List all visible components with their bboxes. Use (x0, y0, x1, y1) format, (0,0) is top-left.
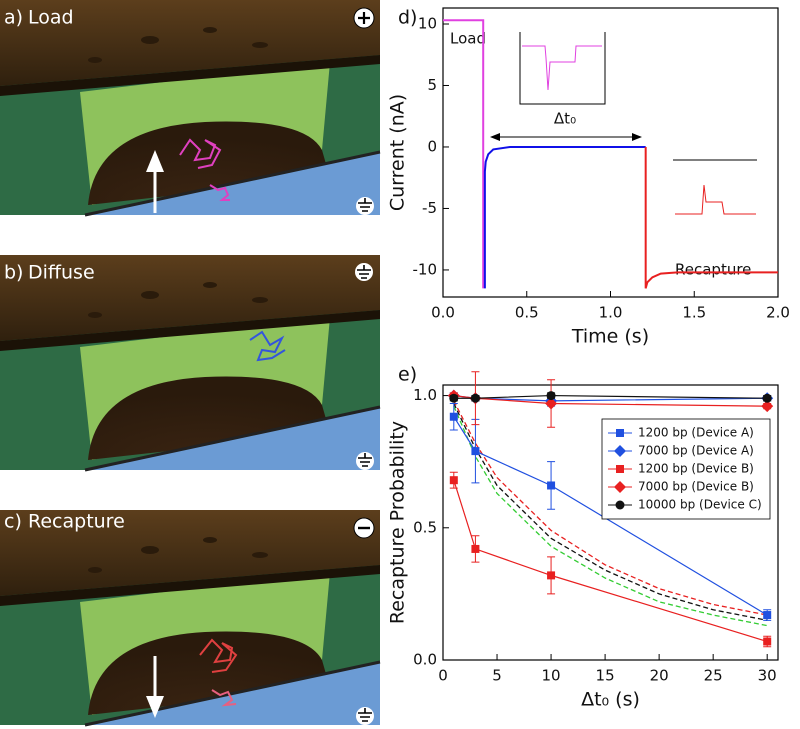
x-tick-label: 1.5 (682, 304, 706, 322)
x-tick-label: 20 (650, 667, 669, 685)
marker (545, 397, 558, 410)
marker (471, 544, 480, 553)
y-tick-label: 0.0 (413, 651, 437, 669)
x-tick-label: 1.0 (599, 304, 623, 322)
legend-label: 10000 bp (Device C) (638, 498, 762, 512)
x-tick-label: 0.0 (431, 304, 455, 322)
annotation: Load (450, 30, 486, 48)
marker (547, 481, 556, 490)
panel-letter: e) (398, 364, 417, 386)
legend-marker (614, 481, 626, 493)
chart-d-annotations: d) Load Recapture Δt₀ (398, 7, 757, 279)
marker (761, 400, 774, 413)
x-tick-label: 0.5 (515, 304, 539, 322)
x-tick-label: 2.0 (766, 304, 790, 322)
y-tick-label: 10 (418, 14, 437, 32)
panel-b: b) Diffuse (0, 253, 382, 472)
y-axis-title: Current (nA) (387, 94, 409, 211)
marker (471, 447, 480, 456)
marker (762, 393, 772, 403)
y-tick-label: 0 (427, 137, 437, 155)
x-tick-label: 15 (596, 667, 615, 685)
series-line (443, 19, 485, 289)
legend-marker (616, 465, 624, 473)
legend-label: 1200 bp (Device B) (638, 462, 754, 476)
legend-marker (616, 429, 624, 437)
plot-frame (442, 384, 779, 661)
y-tick-label: 0.5 (413, 518, 437, 536)
y-tick-label: 5 (427, 76, 437, 94)
marker (449, 393, 459, 403)
y-tick-label: -10 (413, 260, 438, 278)
panel-c: c) Recapture (0, 508, 382, 727)
marker (470, 393, 480, 403)
x-tick-label: 25 (704, 667, 723, 685)
x-tick-label: 30 (758, 667, 777, 685)
x-tick-label: 0 (438, 667, 448, 685)
y-tick-label: 1.0 (413, 386, 437, 404)
marker (547, 571, 556, 580)
series-line (453, 394, 768, 407)
legend-label: 7000 bp (Device B) (638, 480, 754, 494)
legend-label: 7000 bp (Device A) (638, 444, 754, 458)
panel-letter: d) (398, 7, 417, 29)
fit-curve (453, 405, 768, 627)
series-line (453, 480, 768, 643)
series-line (644, 146, 778, 289)
panel-title: Diffuse (28, 262, 95, 284)
panel-letter: b) (4, 262, 23, 284)
legend-marker (614, 445, 626, 457)
panel-letter: c) (4, 511, 22, 533)
fit-curve (453, 400, 768, 616)
series-line (453, 394, 768, 399)
x-tick-label: 5 (492, 667, 502, 685)
panel-a: a) Load (0, 0, 382, 217)
panel-title: Recapture (28, 511, 125, 533)
panel-letter: a) (4, 7, 23, 29)
legend-marker (615, 500, 625, 510)
plot-frame (442, 7, 779, 298)
marker (546, 391, 556, 401)
marker (449, 476, 458, 485)
x-axis-title: Time (s) (571, 326, 649, 348)
y-axis-title: Recapture Probability (387, 421, 409, 624)
charts: 0.0 0.5 1.0 1.5 2.0 -10 -5 0 5 10 Time (s) Current … (387, 7, 790, 711)
panel-title: Load (28, 7, 74, 29)
x-axis-title: Δt₀ (s) (581, 689, 640, 711)
x-tick-label: 10 (542, 667, 561, 685)
marker (763, 611, 772, 620)
legend-label: 1200 bp (Device A) (638, 426, 754, 440)
annotation: Recapture (675, 261, 751, 279)
marker (449, 412, 458, 421)
annotation: Δt₀ (554, 110, 576, 128)
series-line (453, 416, 768, 616)
series-line (483, 145, 646, 289)
marker (763, 637, 772, 646)
y-tick-label: -5 (422, 199, 437, 217)
